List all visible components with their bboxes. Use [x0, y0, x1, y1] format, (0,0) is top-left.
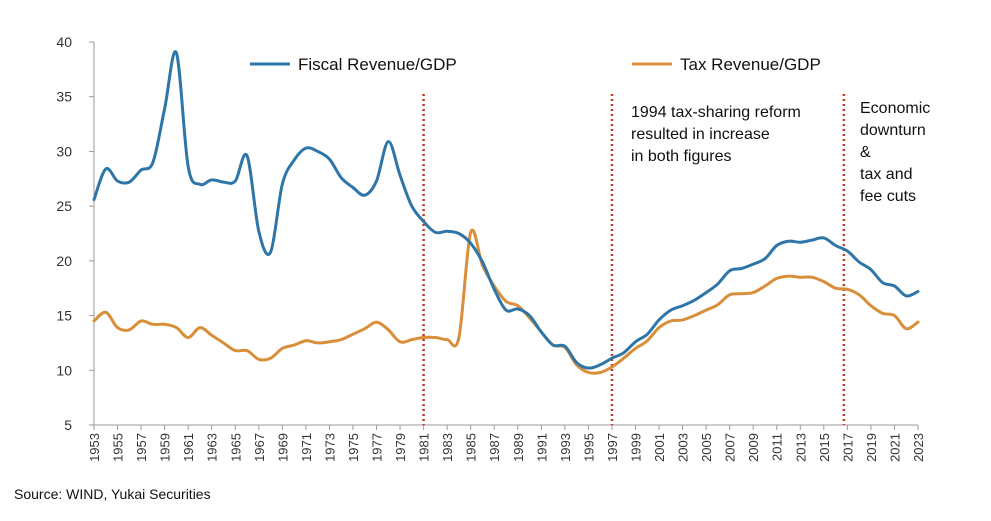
y-tick-label: 25	[56, 198, 72, 214]
x-tick-label: 2019	[864, 433, 879, 462]
series-line-tax-revenue	[92, 228, 920, 375]
x-tick-label: 1957	[134, 433, 149, 462]
annotation-downturn-line: &	[860, 144, 871, 161]
x-tick-label: 1959	[158, 433, 173, 462]
x-tick-label: 1969	[275, 433, 290, 462]
y-tick-label: 40	[56, 34, 72, 50]
x-tick-label: 1981	[417, 433, 432, 462]
x-tick-label: 1971	[299, 433, 314, 462]
x-tick-label: 1983	[440, 433, 455, 462]
x-tick-label: 2009	[746, 433, 761, 462]
annotation-reform-line: in both figures	[631, 148, 732, 165]
x-tick-label: 1967	[252, 433, 267, 462]
annotation-reform-line: resulted in increase	[631, 126, 770, 143]
x-tick-label: 2017	[840, 433, 855, 462]
y-tick-label: 15	[56, 308, 72, 324]
x-tick-label: 2021	[887, 433, 902, 462]
source-note: Source: WIND, Yukai Securities	[14, 486, 211, 502]
x-tick-label: 1955	[111, 433, 126, 462]
y-tick-label: 10	[56, 362, 72, 378]
annotation-downturn-line: tax and	[860, 166, 912, 183]
series-line-fiscal-revenue	[92, 50, 920, 370]
x-tick-label: 1995	[581, 433, 596, 462]
annotation-downturn-line: fee cuts	[860, 188, 916, 205]
annotation-downturn-line: downturn	[860, 122, 926, 139]
y-tick-label: 5	[64, 417, 72, 433]
x-tick-label: 1961	[181, 433, 196, 462]
legend-tax-revenue-label: Tax Revenue/GDP	[680, 55, 821, 74]
x-tick-label: 2015	[817, 433, 832, 462]
x-tick-label: 1993	[558, 433, 573, 462]
x-tick-label: 1965	[228, 433, 243, 462]
y-tick-label: 30	[56, 143, 72, 159]
x-tick-label: 1953	[87, 433, 102, 462]
x-tick-label: 2013	[793, 433, 808, 462]
x-tick-label: 2001	[652, 433, 667, 462]
annotation-downturn-line: Economic	[860, 100, 930, 117]
x-tick-label: 1963	[205, 433, 220, 462]
x-tick-label: 2007	[723, 433, 738, 462]
x-tick-label: 2011	[770, 433, 785, 461]
x-tick-label: 1975	[346, 433, 361, 462]
x-tick-label: 2005	[699, 433, 714, 462]
x-tick-label: 1991	[534, 433, 549, 462]
x-tick-label: 1987	[487, 433, 502, 462]
annotation-reform-line: 1994 tax-sharing reform	[631, 104, 801, 121]
y-tick-label: 35	[56, 89, 72, 105]
x-tick-label: 2003	[676, 433, 691, 462]
x-tick-label: 1973	[322, 433, 337, 462]
y-tick-label: 20	[56, 253, 72, 269]
legend-fiscal-revenue-label: Fiscal Revenue/GDP	[298, 55, 457, 74]
x-tick-label: 1979	[393, 433, 408, 462]
x-tick-label: 1997	[605, 433, 620, 462]
x-tick-label: 2023	[911, 433, 926, 462]
x-tick-label: 1999	[628, 433, 643, 462]
x-tick-label: 1985	[464, 433, 479, 462]
x-tick-label: 1989	[511, 433, 526, 462]
x-tick-label: 1977	[370, 433, 385, 462]
